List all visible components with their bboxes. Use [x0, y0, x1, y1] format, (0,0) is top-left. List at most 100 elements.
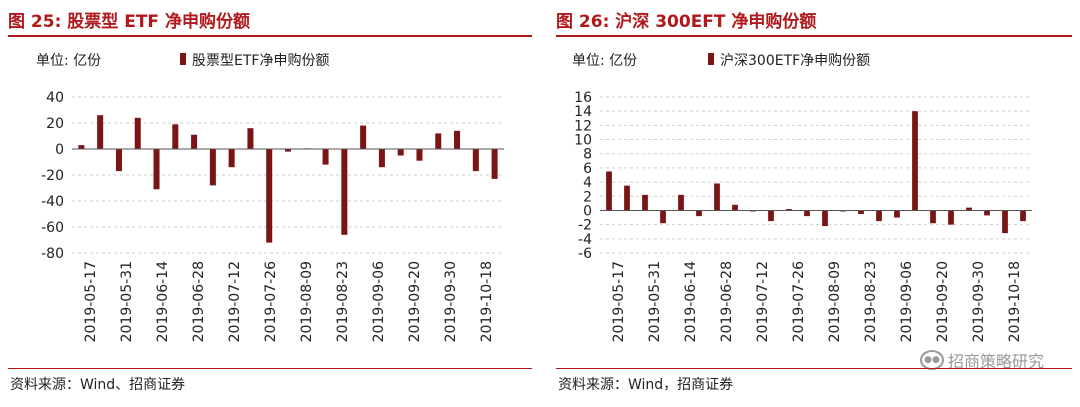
- bar: [435, 133, 442, 149]
- bar: [714, 183, 720, 211]
- x-tick-label: 2019-09-06: [899, 261, 915, 342]
- y-tick-label: -4: [578, 232, 592, 248]
- bar: [858, 210, 864, 214]
- y-tick-label: -20: [41, 168, 64, 184]
- x-tick-label: 2019-08-09: [827, 261, 843, 342]
- bar: [1002, 210, 1008, 234]
- bar: [696, 210, 702, 217]
- y-tick-label: 16: [574, 90, 592, 106]
- x-tick-label: 2019-07-26: [263, 261, 279, 342]
- y-tick-label: 0: [583, 203, 592, 219]
- y-tick-label: 6: [583, 161, 592, 177]
- y-tick-label: 0: [55, 142, 64, 158]
- bar: [228, 149, 235, 168]
- y-tick-label: 40: [46, 90, 64, 106]
- bar: [930, 210, 936, 224]
- chart-panel-hs300: 图 26: 沪深 300EFT 净申购份额 单位: 亿份 沪深300ETF净申购份…: [548, 0, 1080, 407]
- legend-swatch: [180, 53, 186, 65]
- bar: [209, 149, 216, 186]
- x-tick-label: 2019-05-31: [647, 261, 663, 342]
- legend-entry: 沪深300ETF净申购份额: [720, 53, 870, 69]
- bar: [642, 194, 648, 211]
- bar: [804, 210, 810, 217]
- x-tick-label: 2019-07-12: [755, 261, 771, 342]
- x-tick-label: 2019-08-09: [299, 261, 315, 342]
- bar: [491, 149, 498, 179]
- title-divider: [8, 35, 532, 37]
- bar: [341, 149, 348, 235]
- x-tick-label: 2019-06-14: [683, 261, 699, 342]
- bar: [1020, 210, 1026, 222]
- bar: [606, 171, 612, 211]
- bar: [948, 210, 954, 225]
- watermark-text: 招商策略研究: [947, 352, 1044, 371]
- x-tick-label: 2019-09-30: [443, 261, 459, 342]
- bar: [397, 149, 404, 156]
- etf-bar-chart: 单位: 亿份 股票型ETF净申购份额 -80 -60 -40 -20 0 20 40 2019-0…: [36, 53, 504, 342]
- bar: [732, 204, 738, 211]
- bar: [191, 134, 198, 149]
- y-tick-label: 4: [583, 175, 592, 191]
- y-tick-label: -40: [41, 194, 64, 210]
- bar: [266, 149, 273, 243]
- bar: [768, 210, 774, 222]
- x-tick-label: 2019-07-12: [227, 261, 243, 342]
- x-tick-label: 2019-09-20: [935, 261, 951, 342]
- bar: [966, 207, 972, 211]
- bar: [822, 210, 828, 227]
- unit-label: 单位: 亿份: [572, 53, 637, 69]
- bar: [876, 210, 882, 222]
- bar: [984, 210, 990, 216]
- bar: [134, 117, 141, 149]
- y-tick-label: 14: [574, 104, 592, 120]
- x-tick-label: 2019-09-30: [971, 261, 987, 342]
- unit-label: 单位: 亿份: [36, 53, 101, 69]
- y-tick-label: -80: [41, 246, 64, 262]
- source-note: 资料来源：Wind、招商证券: [10, 377, 186, 393]
- source-note: 资料来源：Wind，招商证券: [558, 377, 734, 393]
- source-divider: [8, 368, 532, 369]
- bar: [153, 149, 160, 190]
- x-tick-label: 2019-09-06: [371, 261, 387, 342]
- x-tick-label: 2019-08-23: [863, 261, 879, 342]
- bar: [284, 149, 292, 152]
- bar: [912, 111, 918, 211]
- title-divider: [556, 35, 1072, 37]
- y-tick-label: 12: [574, 118, 592, 134]
- y-tick-label: -2: [578, 218, 592, 234]
- y-tick-label: -60: [41, 220, 64, 236]
- bar: [115, 149, 122, 172]
- bar: [416, 149, 423, 161]
- bar: [378, 149, 385, 168]
- x-tick-label: 2019-06-14: [155, 261, 171, 342]
- bar: [894, 210, 900, 218]
- bar: [172, 124, 179, 149]
- x-tick-label: 2019-09-20: [407, 261, 423, 342]
- bar: [660, 210, 666, 224]
- bar: [472, 149, 479, 172]
- x-tick-label: 2019-05-17: [611, 261, 627, 342]
- chart-panel-etf: 图 25: 股票型 ETF 净申购份额 单位: 亿份 股票型ETF净申购份额 -80…: [8, 12, 532, 393]
- x-tick-label: 2019-06-28: [719, 261, 735, 342]
- wechat-icon: ●●: [919, 350, 944, 370]
- y-tick-label: -6: [578, 246, 592, 262]
- bar: [624, 185, 630, 211]
- bar: [322, 149, 329, 165]
- x-tick-label: 2019-08-23: [335, 261, 351, 342]
- y-tick-label: 10: [574, 133, 592, 149]
- chart-title: 图 25: 股票型 ETF 净申购份额: [8, 12, 250, 32]
- x-tick-label: 2019-10-18: [1007, 261, 1023, 342]
- bar: [786, 209, 792, 211]
- x-tick-label: 2019-07-26: [791, 261, 807, 342]
- y-tick-label: 20: [46, 116, 64, 132]
- source-divider: [556, 368, 1072, 369]
- chart-title: 图 26: 沪深 300EFT 净申购份额: [556, 12, 817, 32]
- bar: [97, 115, 104, 149]
- y-tick-label: 8: [583, 147, 592, 163]
- x-tick-label: 2019-05-17: [83, 261, 99, 342]
- x-tick-label: 2019-06-28: [191, 261, 207, 342]
- y-tick-label: 2: [583, 189, 592, 205]
- watermark: ●● 招商策略研究: [919, 348, 1044, 372]
- legend-swatch: [708, 53, 714, 65]
